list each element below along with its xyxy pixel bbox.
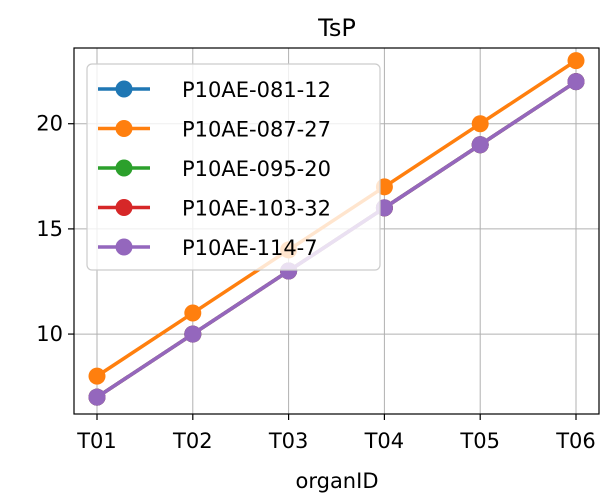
legend-label: P10AE-081-12 xyxy=(182,78,331,102)
legend-item: P10AE-114-7 xyxy=(98,236,318,260)
y-tick-label: 20 xyxy=(36,112,63,136)
x-tick-label: T03 xyxy=(268,429,309,453)
legend: P10AE-081-12 P10AE-087-27 P10AE-095-20 P10A… xyxy=(86,63,381,271)
x-tick-label: T06 xyxy=(555,429,596,453)
x-tick-label: T04 xyxy=(364,429,405,453)
x-tick-label: T05 xyxy=(459,429,500,453)
legend-marker xyxy=(115,199,133,216)
y-tick-label: 10 xyxy=(36,322,63,346)
legend-marker xyxy=(115,80,133,98)
legend-item: P10AE-081-12 xyxy=(98,78,331,102)
legend-item: P10AE-087-27 xyxy=(98,118,331,142)
axis-ticks: T01 T02 T03 T04 T05 T06 10 15 20 xyxy=(36,112,596,453)
legend-item: P10AE-095-20 xyxy=(98,157,331,181)
legend-marker xyxy=(115,120,133,137)
data-point xyxy=(471,115,489,133)
x-axis-label: organID xyxy=(296,469,379,493)
y-tick-label: 15 xyxy=(36,217,63,241)
legend-label: P10AE-087-27 xyxy=(182,118,331,142)
data-point xyxy=(184,304,202,322)
data-point xyxy=(88,388,106,406)
legend-item: P10AE-103-32 xyxy=(98,197,331,221)
legend-label: P10AE-095-20 xyxy=(182,157,331,181)
chart-title: TsP xyxy=(317,14,356,42)
data-point xyxy=(567,73,585,91)
legend-box xyxy=(86,63,381,271)
data-point xyxy=(471,136,489,154)
legend-label: P10AE-114-7 xyxy=(182,236,318,260)
data-point xyxy=(567,52,585,70)
legend-marker xyxy=(115,159,133,177)
x-tick-label: T01 xyxy=(76,429,117,453)
plot-frame xyxy=(73,47,600,415)
legend-marker xyxy=(115,238,133,256)
legend-label: P10AE-103-32 xyxy=(182,197,331,221)
data-point xyxy=(184,325,202,343)
x-tick-label: T02 xyxy=(172,429,213,453)
data-point xyxy=(88,367,106,385)
